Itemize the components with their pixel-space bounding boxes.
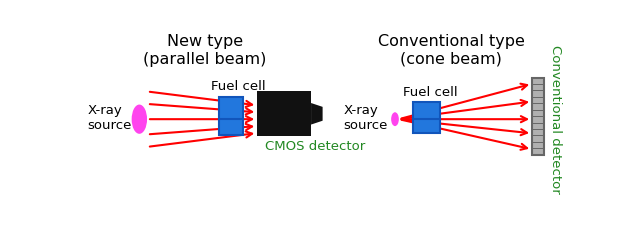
Text: Conventional type
(cone beam): Conventional type (cone beam) <box>378 34 525 67</box>
Text: Fuel cell: Fuel cell <box>403 86 458 99</box>
Bar <box>532 78 545 155</box>
Text: Conventional detector: Conventional detector <box>548 45 562 194</box>
Polygon shape <box>311 103 323 125</box>
Text: CMOS detector: CMOS detector <box>265 140 365 153</box>
Text: New type
(parallel beam): New type (parallel beam) <box>143 34 266 67</box>
Text: Fuel cell: Fuel cell <box>211 80 266 93</box>
Ellipse shape <box>132 105 147 134</box>
Polygon shape <box>257 92 266 136</box>
Text: X-ray
source: X-ray source <box>88 104 132 132</box>
Bar <box>219 97 243 135</box>
Bar <box>257 92 311 136</box>
Ellipse shape <box>391 112 399 126</box>
Text: X-ray
source: X-ray source <box>344 104 388 132</box>
Bar <box>413 102 440 133</box>
